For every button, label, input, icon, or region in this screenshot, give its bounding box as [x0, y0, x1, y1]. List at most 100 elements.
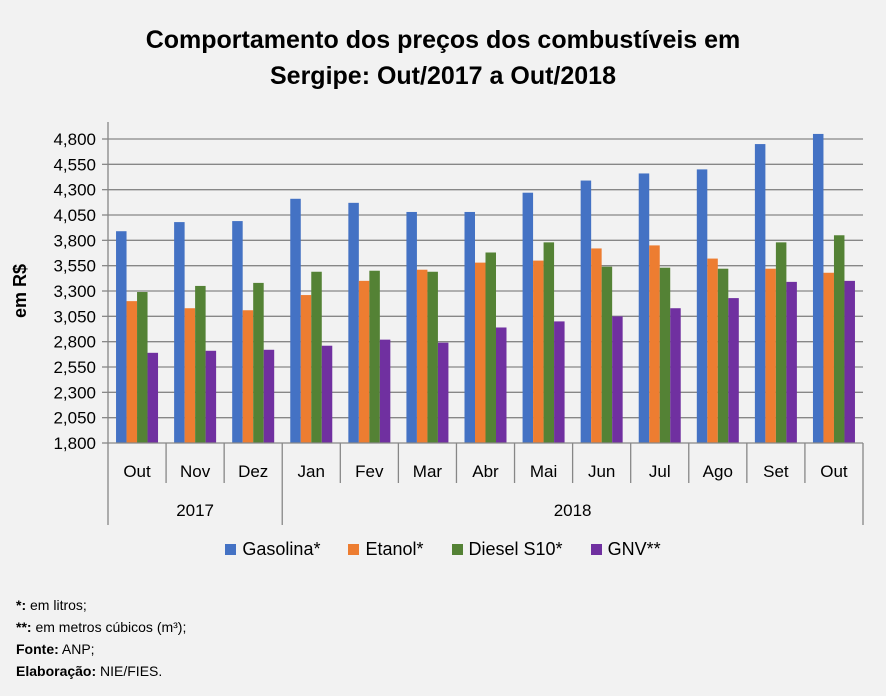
bar-gnv-1 — [205, 350, 217, 443]
bar-gasolina-4 — [348, 202, 359, 443]
bars — [116, 133, 855, 444]
legend-label: Gasolina* — [242, 539, 321, 559]
chart-title-line-2: Sergipe: Out/2017 a Out/2018 — [270, 62, 616, 90]
bar-diesel-s10-8 — [601, 266, 613, 443]
x-tick-label: Set — [763, 462, 789, 481]
bar-gnv-5 — [437, 342, 449, 443]
bar-gnv-2 — [263, 349, 275, 443]
y-tick-label: 4,800 — [53, 130, 96, 149]
bar-gasolina-10 — [696, 169, 708, 443]
bar-etanol-2 — [242, 310, 254, 443]
bar-diesel-s10-5 — [427, 271, 438, 443]
footnote-key: Fonte: — [16, 641, 59, 657]
bar-gnv-10 — [728, 298, 739, 443]
y-tick-label: 4,300 — [53, 181, 96, 200]
bar-diesel-s10-1 — [195, 285, 206, 443]
bar-gasolina-3 — [290, 198, 301, 443]
bar-gasolina-7 — [522, 192, 534, 443]
y-tick-label: 1,800 — [53, 434, 96, 453]
x-group-label: 2018 — [554, 501, 592, 520]
legend-swatch — [590, 544, 602, 555]
legend-item: GNV** — [590, 539, 661, 560]
footnote-text: em litros; — [26, 597, 87, 613]
bar-diesel-s10-4 — [369, 270, 380, 443]
footnote-key: *: — [16, 597, 27, 613]
legend-item: Etanol* — [348, 539, 424, 560]
bar-gasolina-0 — [116, 231, 127, 443]
x-tick-label: Fev — [355, 462, 384, 481]
y-tick-label: 4,550 — [53, 155, 96, 174]
bar-diesel-s10-2 — [253, 282, 264, 443]
footnote-key: **: — [16, 619, 32, 635]
bar-gnv-9 — [670, 308, 681, 443]
y-axis-label: em R$ — [10, 264, 30, 318]
bar-gasolina-1 — [174, 222, 185, 443]
x-tick-label: Mar — [413, 462, 443, 481]
bar-gnv-12 — [844, 280, 855, 443]
bar-etanol-9 — [649, 245, 660, 443]
chart-title-line-1: Comportamento dos preços dos combustívei… — [145, 26, 741, 54]
x-tick-label: Jul — [649, 462, 671, 481]
footnote-text: NIE/FIES. — [96, 663, 163, 679]
bar-diesel-s10-7 — [543, 242, 555, 443]
bar-gasolina-5 — [406, 211, 417, 443]
x-tick-label: Out — [820, 462, 848, 481]
footnote-text: em metros cúbicos (m³); — [31, 619, 187, 635]
bar-gnv-11 — [786, 281, 797, 443]
chart-title: Comportamento dos preços dos combustívei… — [0, 22, 886, 94]
bar-etanol-6 — [475, 262, 486, 443]
bar-gnv-8 — [612, 316, 623, 443]
bar-gasolina-6 — [464, 211, 475, 443]
bar-etanol-0 — [126, 301, 138, 443]
bar-gasolina-2 — [232, 221, 243, 443]
footnote-text: ANP; — [58, 641, 95, 657]
bar-etanol-7 — [533, 260, 544, 443]
bar-etanol-11 — [765, 268, 776, 443]
y-tick-label: 2,800 — [53, 333, 96, 352]
legend-swatch — [451, 544, 463, 555]
bar-gasolina-12 — [812, 133, 824, 443]
x-tick-label: Nov — [180, 462, 211, 481]
x-tick-label: Ago — [703, 462, 733, 481]
bar-etanol-8 — [591, 248, 602, 443]
bar-etanol-1 — [184, 308, 196, 443]
x-tick-label: Abr — [472, 462, 499, 481]
x-tick-label: Mai — [530, 462, 557, 481]
legend-swatch — [348, 544, 360, 555]
footnote-line: *: em litros; — [16, 594, 186, 616]
legend-item: Gasolina* — [225, 539, 320, 560]
legend: Gasolina* Etanol* Diesel S10* GNV** — [0, 539, 886, 560]
footnote-line: Elaboração: NIE/FIES. — [16, 660, 186, 682]
bar-diesel-s10-6 — [485, 252, 496, 443]
bar-etanol-10 — [707, 258, 718, 443]
bar-gasolina-11 — [754, 144, 766, 444]
legend-item: Diesel S10* — [451, 539, 563, 560]
x-tick-label: Jun — [588, 462, 615, 481]
bar-etanol-5 — [416, 269, 428, 443]
bar-etanol-4 — [358, 280, 370, 443]
y-tick-label: 3,050 — [53, 307, 96, 326]
y-tick-label: 2,300 — [53, 383, 96, 402]
y-tick-label: 3,800 — [53, 231, 96, 250]
bar-etanol-3 — [300, 295, 312, 443]
bar-etanol-12 — [823, 272, 834, 443]
bar-gasolina-9 — [638, 173, 650, 443]
bar-diesel-s10-0 — [137, 292, 148, 443]
y-tick-label: 4,050 — [53, 206, 96, 225]
y-tick-label: 2,050 — [53, 409, 96, 428]
bar-diesel-s10-10 — [717, 268, 729, 443]
y-tick-label: 2,550 — [53, 358, 96, 377]
footnote-key: Elaboração: — [16, 663, 97, 679]
x-group-label: 2017 — [176, 501, 214, 520]
legend-label: Diesel S10* — [468, 539, 563, 559]
legend-swatch — [225, 544, 237, 555]
axes: 1,800 2,050 2,300 2,550 2,800 3,050 3,300 3,550… — [53, 122, 864, 525]
bar-gasolina-8 — [580, 180, 592, 443]
x-tick-label: Jan — [298, 462, 325, 481]
bar-gnv-0 — [147, 352, 159, 443]
bar-gnv-7 — [554, 321, 565, 443]
bar-diesel-s10-9 — [659, 267, 671, 443]
bar-gnv-4 — [379, 339, 391, 443]
bar-gnv-3 — [321, 345, 333, 443]
